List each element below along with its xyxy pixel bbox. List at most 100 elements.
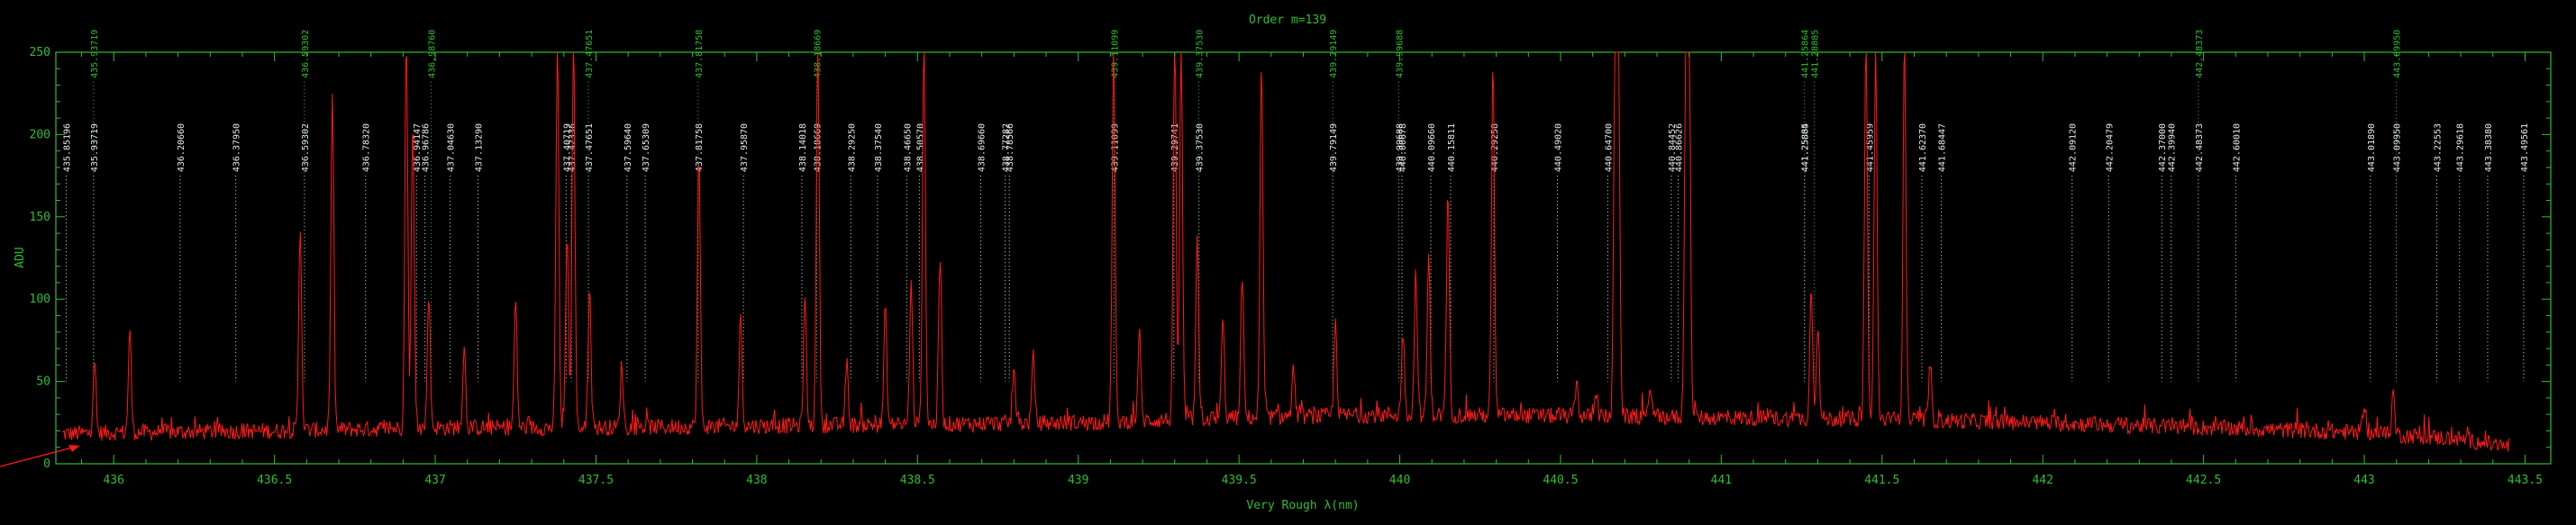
line-marker-label: 437.81758 bbox=[695, 30, 705, 78]
line-marker-label: 440.84452 bbox=[1668, 123, 1678, 172]
x-tick-label: 443.5 bbox=[2508, 474, 2543, 487]
line-marker-label: 441.28885 bbox=[1810, 30, 1820, 78]
arrow-head bbox=[68, 445, 79, 452]
y-axis-label: ADU bbox=[14, 247, 27, 267]
line-marker-label: 440.29258 bbox=[1490, 123, 1500, 172]
chart-title: Order m=139 bbox=[1249, 14, 1326, 27]
line-marker-label: 438.14018 bbox=[798, 123, 808, 172]
line-marker-label: 441.62370 bbox=[1918, 123, 1928, 172]
line-marker-label: 436.98760 bbox=[428, 30, 438, 78]
line-marker-label: 438.46650 bbox=[903, 123, 913, 172]
line-marker-label: 443.49561 bbox=[2520, 123, 2530, 172]
y-tick-label: 250 bbox=[30, 46, 50, 59]
line-marker-label: 441.25864 bbox=[1801, 123, 1811, 172]
line-marker-label: 442.48373 bbox=[2195, 123, 2205, 172]
x-tick-label: 439.5 bbox=[1222, 474, 1257, 487]
line-marker-label: 437.04630 bbox=[447, 123, 457, 172]
x-tick-label: 442.5 bbox=[2186, 474, 2221, 487]
line-marker-label: 443.22553 bbox=[2434, 123, 2444, 172]
line-marker-label: 437.65309 bbox=[642, 123, 651, 172]
line-marker-label: 443.38380 bbox=[2484, 123, 2494, 172]
line-marker-label: 440.00678 bbox=[1398, 123, 1408, 172]
line-marker-label: 439.37530 bbox=[1196, 123, 1206, 172]
x-tick-label: 437.5 bbox=[578, 474, 614, 487]
y-tick-label: 0 bbox=[43, 457, 50, 471]
line-marker-label: 438.50570 bbox=[915, 123, 925, 172]
x-axis-label: Very Rough λ(nm) bbox=[1246, 499, 1359, 512]
line-marker-label: 437.81758 bbox=[695, 123, 705, 172]
x-tick-label: 441 bbox=[1711, 474, 1732, 487]
line-marker-label: 436.96786 bbox=[422, 123, 432, 172]
x-tick-label: 440.5 bbox=[1543, 474, 1578, 487]
line-marker-label: 440.49020 bbox=[1553, 123, 1563, 172]
line-marker-label: 437.47651 bbox=[585, 123, 595, 172]
x-tick-label: 439 bbox=[1068, 474, 1088, 487]
y-tick-label: 100 bbox=[30, 293, 50, 306]
x-tick-label: 442 bbox=[2032, 474, 2053, 487]
line-marker-label: 439.79149 bbox=[1329, 123, 1339, 172]
x-tick-label: 440 bbox=[1389, 474, 1410, 487]
line-marker-label: 443.09950 bbox=[2393, 30, 2403, 78]
line-marker-label: 436.20660 bbox=[177, 123, 187, 172]
line-marker-label: 439.11099 bbox=[1110, 30, 1120, 78]
line-marker-label: 441.25885 bbox=[1801, 123, 1811, 172]
arrow-line bbox=[0, 445, 80, 467]
line-marker-label: 436.78320 bbox=[362, 123, 372, 172]
line-marker-label: 442.09120 bbox=[2069, 123, 2079, 172]
y-tick-label: 200 bbox=[30, 128, 50, 141]
x-tick-label: 443 bbox=[2353, 474, 2374, 487]
line-marker-group: 435.85196 435.93719 435.93719 436.20660 436.… bbox=[62, 30, 2530, 382]
x-tick-label: 436 bbox=[103, 474, 123, 487]
line-marker-label: 440.09660 bbox=[1427, 123, 1437, 172]
line-marker-label: 437.59640 bbox=[624, 123, 633, 172]
line-marker-label: 438.78566 bbox=[1006, 123, 1015, 172]
spectrum-line bbox=[61, 51, 2510, 452]
line-marker-label: 440.15811 bbox=[1447, 123, 1457, 172]
line-marker-label: 436.94147 bbox=[413, 123, 423, 172]
line-marker-label: 442.37000 bbox=[2158, 123, 2168, 172]
line-marker-label: 442.20479 bbox=[2105, 123, 2115, 172]
line-marker-label: 435.93719 bbox=[90, 123, 100, 172]
line-marker-label: 439.29741 bbox=[1170, 123, 1180, 172]
line-marker-label: 435.85196 bbox=[62, 123, 72, 172]
line-marker-label: 437.95870 bbox=[740, 123, 750, 172]
line-marker-label: 438.69660 bbox=[977, 123, 987, 172]
y-tick-label: 150 bbox=[30, 211, 50, 224]
line-marker-label: 438.29250 bbox=[847, 123, 857, 172]
x-tick-label: 438.5 bbox=[900, 474, 935, 487]
line-marker-label: 439.79149 bbox=[1329, 30, 1339, 78]
x-tick-label: 438 bbox=[746, 474, 767, 487]
line-marker-label: 443.01890 bbox=[2367, 123, 2377, 172]
line-marker-label: 441.45959 bbox=[1865, 123, 1875, 172]
line-marker-label: 441.68447 bbox=[1938, 123, 1948, 172]
x-tick-label: 437 bbox=[424, 474, 445, 487]
line-marker-label: 442.60010 bbox=[2232, 123, 2242, 172]
line-marker-label: 442.39940 bbox=[2168, 123, 2178, 172]
y-axis: 0 50 100 150 200 250 bbox=[30, 46, 2551, 471]
line-marker-label: 438.37540 bbox=[874, 123, 884, 172]
line-marker-label: 438.18669 bbox=[814, 123, 824, 172]
line-marker-label: 443.29618 bbox=[2456, 123, 2466, 172]
line-marker-label: 437.40719 bbox=[562, 123, 572, 172]
line-marker-label: 440.64700 bbox=[1604, 123, 1614, 172]
line-marker-label: 440.86626 bbox=[1675, 123, 1685, 172]
line-marker-label: 436.37950 bbox=[232, 123, 242, 172]
line-marker-label: 436.59302 bbox=[301, 123, 311, 172]
line-marker-label: 435.93719 bbox=[90, 30, 100, 78]
line-marker-label: 437.47651 bbox=[585, 30, 595, 78]
line-marker-label: 441.25864 bbox=[1801, 30, 1811, 78]
line-marker-label: 437.13290 bbox=[474, 123, 484, 172]
x-tick-label: 441.5 bbox=[1864, 474, 1899, 487]
line-marker-label: 438.77282 bbox=[1002, 123, 1012, 172]
x-tick-label: 436.5 bbox=[257, 474, 292, 487]
x-axis: 436 436.5 437 437.5 438 438.5 439 439.5 440 440.5… bbox=[81, 52, 2543, 487]
y-tick-label: 50 bbox=[36, 376, 50, 389]
line-marker-label: 436.59302 bbox=[301, 30, 311, 78]
line-marker-label: 442.48373 bbox=[2195, 30, 2205, 78]
line-marker-label: 439.11099 bbox=[1110, 123, 1120, 172]
line-marker-label: 439.37530 bbox=[1196, 30, 1206, 78]
line-marker-label: 443.09950 bbox=[2393, 123, 2403, 172]
line-marker-label: 439.99688 bbox=[1395, 123, 1405, 172]
